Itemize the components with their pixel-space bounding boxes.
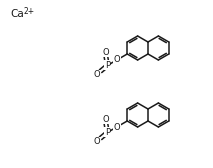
Text: O: O	[94, 137, 101, 146]
Text: O: O	[114, 122, 120, 132]
Text: O: O	[94, 70, 101, 79]
Text: O: O	[102, 48, 109, 57]
Text: O: O	[114, 55, 120, 65]
Text: P: P	[105, 61, 110, 70]
Text: 2+: 2+	[23, 7, 34, 15]
Text: Ca: Ca	[10, 9, 24, 19]
Text: O: O	[102, 115, 109, 124]
Text: P: P	[105, 128, 110, 137]
